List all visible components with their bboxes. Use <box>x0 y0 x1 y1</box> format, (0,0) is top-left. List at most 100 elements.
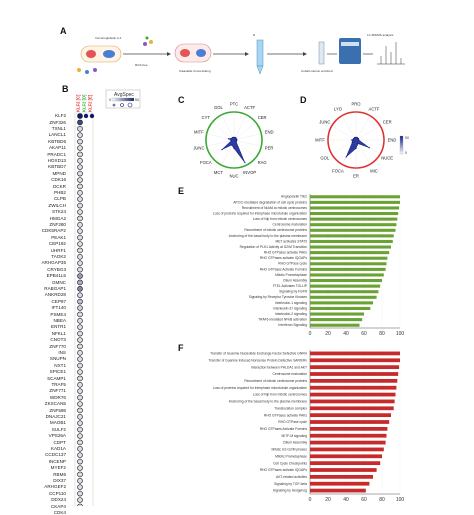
radar-point <box>236 140 238 142</box>
panel-label-f: F <box>178 343 184 353</box>
radar-axis-label: GOL <box>214 105 224 110</box>
gene-label: DDX24 <box>51 497 66 503</box>
dotplot-column-header: KLF2 [E] <box>88 94 93 112</box>
dotplot-dot <box>77 420 83 427</box>
radar-spoke <box>233 122 256 141</box>
radar-point <box>233 136 235 138</box>
dotplot-dot <box>77 113 83 119</box>
radar-axis-label: INVOP <box>243 170 256 175</box>
category-label: Loss of Nlp from mitotic centrosomes <box>253 393 308 397</box>
bar <box>310 454 382 459</box>
radar-point <box>221 149 223 151</box>
radar-axis-label: JUNC <box>193 146 204 151</box>
dotplot-dot <box>77 452 83 459</box>
x-tick-label: 60 <box>361 497 367 503</box>
gene-label: PHB2 <box>53 190 66 195</box>
category-label: Recruitment of NuMA to mitotic centrosom… <box>242 206 308 210</box>
bar <box>310 385 397 390</box>
gene-label: CCDC137 <box>45 452 66 458</box>
bar <box>310 488 366 493</box>
dotplot-dot <box>77 209 83 215</box>
category-label: RHO GTPase cycle <box>278 262 307 266</box>
bar <box>310 245 391 249</box>
category-label: RHO GTPases Activate Formins <box>260 267 308 271</box>
gene-label: ZNF771 <box>49 388 66 394</box>
dotplot-dot <box>77 190 83 196</box>
radar-axis-label: PTC <box>230 102 238 107</box>
radar-axis-label: END <box>388 138 397 143</box>
category-label: Anchoring of the basal body to the plasm… <box>229 234 307 238</box>
bar <box>310 256 388 260</box>
workflow-biotin-mix: RUS-free <box>135 36 153 67</box>
gene-label: IFT140 <box>51 305 66 311</box>
x-tick-label: 0 <box>309 331 312 337</box>
workflow-arrowhead-2 <box>245 52 249 56</box>
gene-label: ARHGAP35 <box>41 260 66 266</box>
gene-label: UHRF1 <box>50 247 66 253</box>
bar <box>310 284 381 288</box>
radar-point <box>233 147 235 149</box>
workflow-step2-label: RUS-free <box>135 63 148 67</box>
bar <box>310 372 399 376</box>
dotplot-dot <box>77 458 83 465</box>
workflow-step-crosslink: Cleavable Cross-linking <box>174 43 212 73</box>
gene-label: DCKR <box>52 183 66 189</box>
category-label: Mitotic Prometaphase <box>275 273 307 277</box>
radar-point <box>351 139 353 141</box>
dotplot-dot <box>77 234 83 241</box>
bar <box>310 426 388 431</box>
bar <box>310 461 381 466</box>
dotplot-dot <box>77 286 83 292</box>
gene-label: ZNF326 <box>49 119 66 125</box>
dotplot-dot <box>77 266 83 273</box>
radar-point <box>358 139 360 141</box>
legend-min: 0 <box>109 98 111 102</box>
gene-label: HMGA2 <box>49 215 66 221</box>
gene-label: PEAK1 <box>51 234 66 240</box>
dotplot-column-header: KLF2 [D] <box>82 94 87 112</box>
radar-point <box>357 138 360 140</box>
gene-label: CDK16 <box>51 177 66 183</box>
panel-label-c: C <box>178 95 185 105</box>
radar-axis-label: MITF <box>315 138 325 143</box>
radar-axis-label: PRO <box>351 102 361 107</box>
radar-point <box>355 147 357 149</box>
category-label: APC/C-mediated degradation of cell cycle… <box>233 200 307 204</box>
bar <box>310 399 395 404</box>
bar <box>310 267 386 271</box>
gene-label: ZNF770 <box>49 343 66 349</box>
bar <box>310 474 373 479</box>
dotplot-dot <box>77 477 83 484</box>
gene-label: INS <box>58 350 66 355</box>
category-label: Translocation complex <box>274 406 307 410</box>
x-tick-label: 60 <box>361 331 367 337</box>
category-label: TRAF6 mediated NFkB activation <box>258 318 307 322</box>
x-tick-label: 80 <box>379 331 385 337</box>
gene-label: SNUPN <box>49 356 66 362</box>
x-tick-label: 20 <box>325 331 331 337</box>
bar <box>310 378 398 383</box>
category-label: Recruitment of mitotic centrosome protei… <box>244 379 307 383</box>
bar-chart-f: 0 20 40 60 80 100 Transfer of Guanine Nucleoti… <box>209 350 404 503</box>
category-label: Transfer of Guanine Induced Nonsense Pro… <box>209 358 308 362</box>
radar-point <box>345 156 347 158</box>
dotplot-dot <box>77 369 83 375</box>
dotplot-dot <box>89 113 95 119</box>
gene-label: KBTBD6 <box>48 138 66 144</box>
radar-point <box>231 137 233 139</box>
dotplot-dot <box>77 407 83 414</box>
radar-axis-label: MIC <box>370 169 378 174</box>
category-label: Recruitment of mitotic centrosome protei… <box>244 228 307 232</box>
gene-label: SULF2 <box>51 426 66 432</box>
radar-legend: 0 50 <box>399 135 409 155</box>
gene-label: KAD1A <box>50 446 66 451</box>
radar-shape <box>345 136 370 158</box>
bar <box>310 200 400 204</box>
gene-label: KLF2 <box>55 113 66 119</box>
radar-point <box>357 143 359 145</box>
radar-point <box>356 136 358 139</box>
gene-label: EPB41L5 <box>46 273 66 279</box>
radar-axis-label: NUCE <box>381 156 393 161</box>
workflow-ms-instrument <box>339 38 361 64</box>
